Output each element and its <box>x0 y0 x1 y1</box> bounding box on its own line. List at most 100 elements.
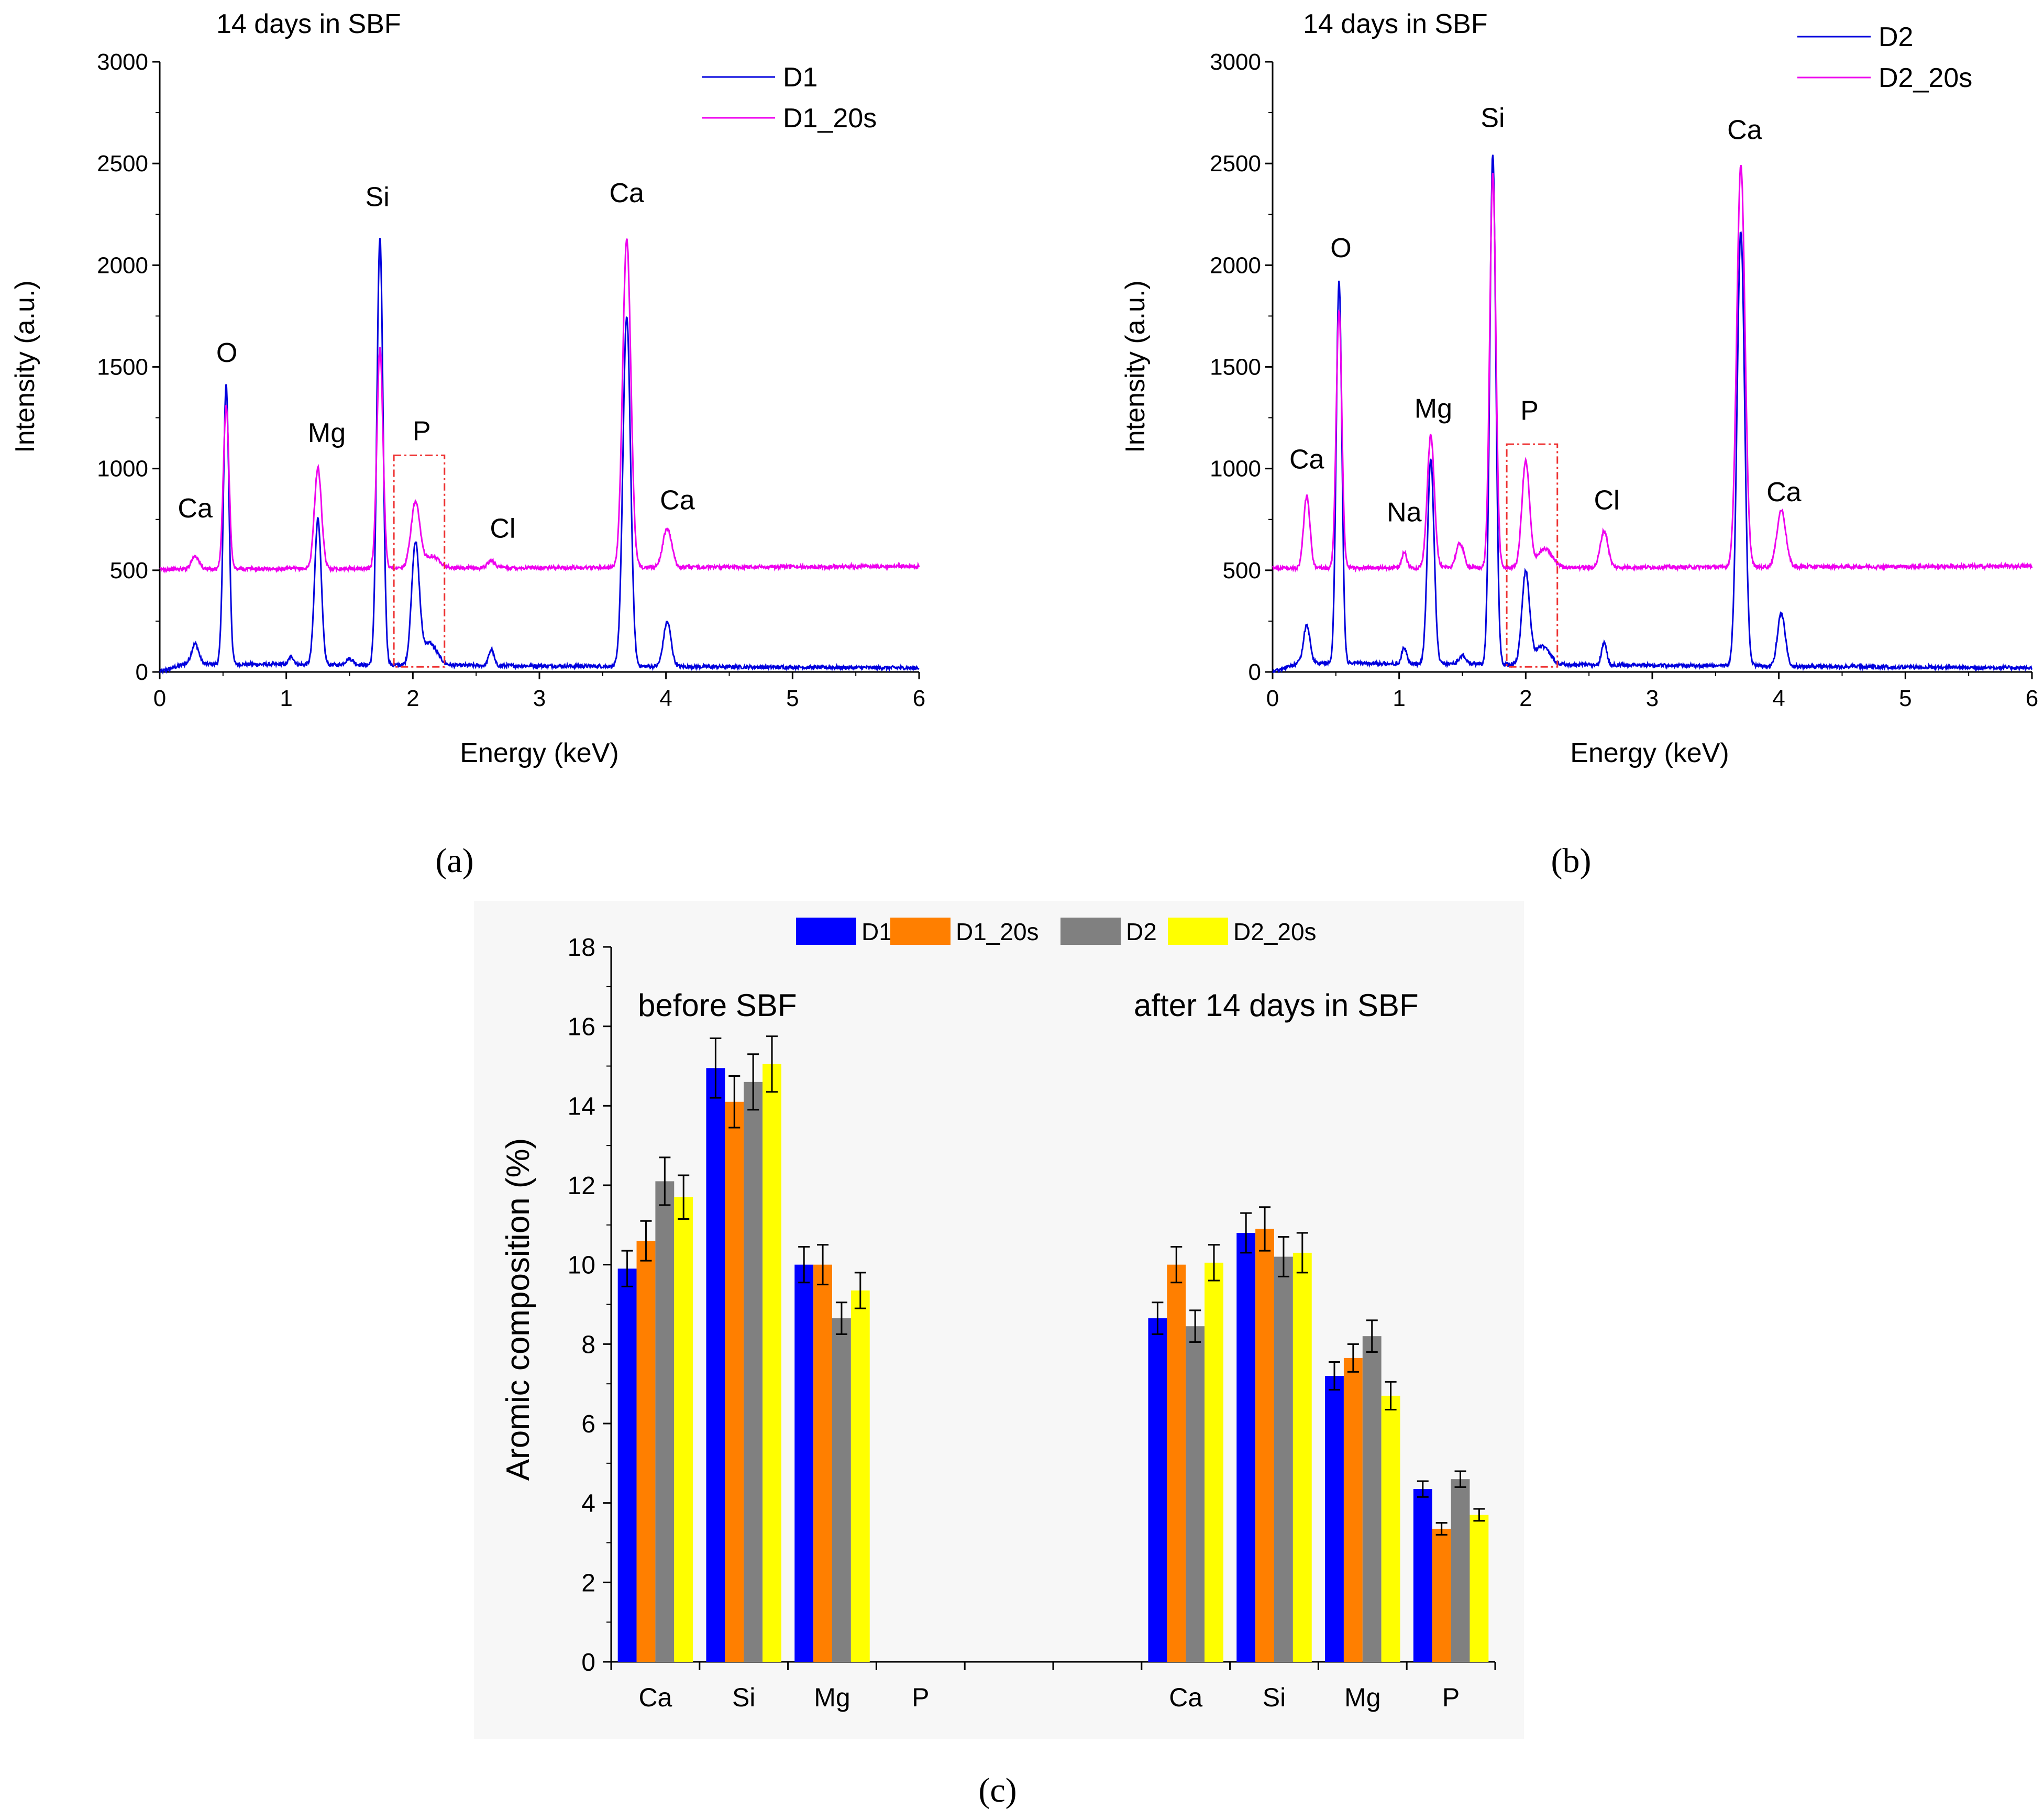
c-y-tick-label: 0 <box>581 1649 595 1676</box>
b-y-tick-label: 2500 <box>1210 151 1261 177</box>
c-bar-d1 <box>1148 1318 1167 1662</box>
c-x-tick-label: P <box>912 1683 929 1712</box>
a-peak-label: P <box>413 416 431 446</box>
panel-c-tick-labels: 0 2 4 6 8 10 12 14 16 18 Ca Si Mg P Ca Si Mg P <box>568 934 1460 1712</box>
c-bar-d2-20s <box>850 1290 870 1662</box>
a-peak-label: Cl <box>490 514 515 544</box>
panel-b-label-group: (b) <box>1551 842 1592 880</box>
panel-c-label-group: (c) <box>978 1771 1017 1810</box>
c-bar-d2 <box>655 1181 675 1662</box>
b-x-tick-label: 0 <box>1266 686 1279 711</box>
a-x-tick-label: 1 <box>280 686 292 711</box>
a-y-tick-label: 1000 <box>97 456 148 482</box>
c-legend-label: D2 <box>1126 918 1157 945</box>
c-bar-d2 <box>1186 1326 1205 1662</box>
a-y-tick-label: 2000 <box>97 252 148 278</box>
c-bar-d1 <box>794 1264 814 1662</box>
b-highlight-box <box>1506 443 1559 668</box>
c-x-tick-label: Ca <box>1169 1683 1202 1712</box>
c-x-tick-label: P <box>1442 1683 1460 1712</box>
panel-b-axes <box>1265 61 2033 679</box>
c-bar-d1-20s <box>725 1101 744 1662</box>
c-bar-d2 <box>1274 1256 1293 1662</box>
b-peak-label: O <box>1330 233 1351 263</box>
c-bar-d2-20s <box>1470 1515 1489 1662</box>
a-y-tick-label: 3000 <box>97 49 148 75</box>
c-bar-d1-20s <box>1167 1264 1186 1662</box>
panel-a-title: 14 days in SBF <box>216 9 401 39</box>
b-peak-label: Ca <box>1289 445 1324 475</box>
c-legend-swatch <box>890 918 951 945</box>
c-y-tick-label: 8 <box>581 1331 595 1359</box>
a-peak-label: O <box>216 338 237 368</box>
c-bar-d2-20s <box>1381 1395 1400 1662</box>
c-legend-swatch <box>1060 918 1121 945</box>
c-y-tick-label: 14 <box>568 1093 595 1120</box>
c-bar-d1 <box>1325 1376 1344 1662</box>
c-bar-d2-20s <box>1292 1252 1312 1662</box>
panel-c-group-label-before: before SBF <box>638 988 797 1023</box>
c-legend-label: D1_20s <box>956 918 1039 945</box>
c-x-tick-label: Ca <box>638 1683 672 1712</box>
panel-c-bar-chart: 0 2 4 6 8 10 12 14 16 18 Ca Si Mg P Ca Si Mg P Aromic com… <box>474 901 1524 1810</box>
b-peak-label: Na <box>1387 498 1422 528</box>
c-bar-d2-20s <box>763 1064 781 1662</box>
c-bar-d2-20s <box>674 1197 693 1662</box>
a-peak-label: Mg <box>308 418 346 448</box>
b-x-tick-label: 2 <box>1519 686 1532 711</box>
b-x-tick-label: 4 <box>1772 686 1785 711</box>
panel-a-legend: D1 D1_20s <box>702 62 877 134</box>
a-y-tick-label: 1500 <box>97 355 148 380</box>
c-bar-d1 <box>706 1068 725 1662</box>
c-bar-d2 <box>1451 1479 1470 1662</box>
panel-b-tick-labels: 0 500 1000 1500 2000 2500 3000 0 1 2 3 4 5 6 <box>1210 49 2038 711</box>
b-y-tick-label: 2000 <box>1210 252 1261 278</box>
a-y-tick-label: 500 <box>110 558 148 583</box>
b-x-tick-label: 1 <box>1393 686 1405 711</box>
a-highlight-box <box>393 454 446 668</box>
a-peak-label: Ca <box>178 493 213 524</box>
panel-a-x-axis-label: Energy (keV) <box>460 738 618 768</box>
a-y-tick-label: 2500 <box>97 151 148 177</box>
c-bar-d1-20s <box>636 1241 656 1662</box>
panel-a-spectrum: 14 days in SBF 0500100015002000250030000… <box>10 9 925 880</box>
a-x-tick-label: 5 <box>786 686 799 711</box>
a-peak-label: Ca <box>660 485 695 515</box>
c-bar-d1 <box>1413 1489 1432 1662</box>
c-legend-swatch <box>1168 918 1228 945</box>
b-y-tick-label: 500 <box>1223 558 1261 583</box>
panel-a-peak-annotations: Ca O Mg Si P Cl Ca Ca <box>178 178 694 544</box>
c-y-tick-label: 2 <box>581 1569 595 1597</box>
b-legend-label: D2 <box>1879 22 1913 52</box>
c-y-tick-label: 4 <box>581 1490 595 1518</box>
panel-a-y-axis-label: Intensity (a.u.) <box>10 280 40 453</box>
b-y-tick-label: 3000 <box>1210 49 1261 75</box>
b-x-tick-label: 6 <box>2026 686 2038 711</box>
c-legend-label: D2_20s <box>1233 918 1317 945</box>
c-bar-d1-20s <box>1343 1358 1363 1662</box>
b-peak-label: Ca <box>1766 477 1802 508</box>
c-legend-swatch <box>796 918 856 945</box>
a-x-tick-label: 4 <box>659 686 672 711</box>
panel-c-bars <box>617 1035 1489 1662</box>
panel-b-x-axis-label: Energy (keV) <box>1570 738 1729 768</box>
c-bar-d1-20s <box>813 1264 832 1662</box>
a-peak-label: Si <box>366 182 390 213</box>
b-legend-label: D2_20s <box>1879 63 1972 93</box>
panel-b-label: (b) <box>1551 842 1592 880</box>
b-peak-label: Ca <box>1727 115 1762 146</box>
c-y-tick-label: 18 <box>568 934 595 962</box>
c-bar-d2 <box>1362 1336 1382 1662</box>
panel-c-group-label-after: after 14 days in SBF <box>1134 988 1419 1023</box>
c-x-tick-label: Mg <box>1344 1683 1380 1712</box>
b-y-tick-label: 1000 <box>1210 456 1261 482</box>
panel-c-y-axis-label: Aromic composition (%) <box>500 1138 536 1481</box>
a-line-d1 <box>159 238 920 675</box>
panel-a-axes <box>152 61 920 679</box>
panel-b-series-lines <box>1272 155 2033 674</box>
panel-a-series-lines <box>159 238 920 675</box>
c-bar-d1-20s <box>1432 1528 1451 1662</box>
c-y-tick-label: 6 <box>581 1410 595 1438</box>
b-y-tick-label: 0 <box>1249 659 1261 685</box>
panel-b-y-axis-label: Intensity (a.u.) <box>1120 280 1151 453</box>
